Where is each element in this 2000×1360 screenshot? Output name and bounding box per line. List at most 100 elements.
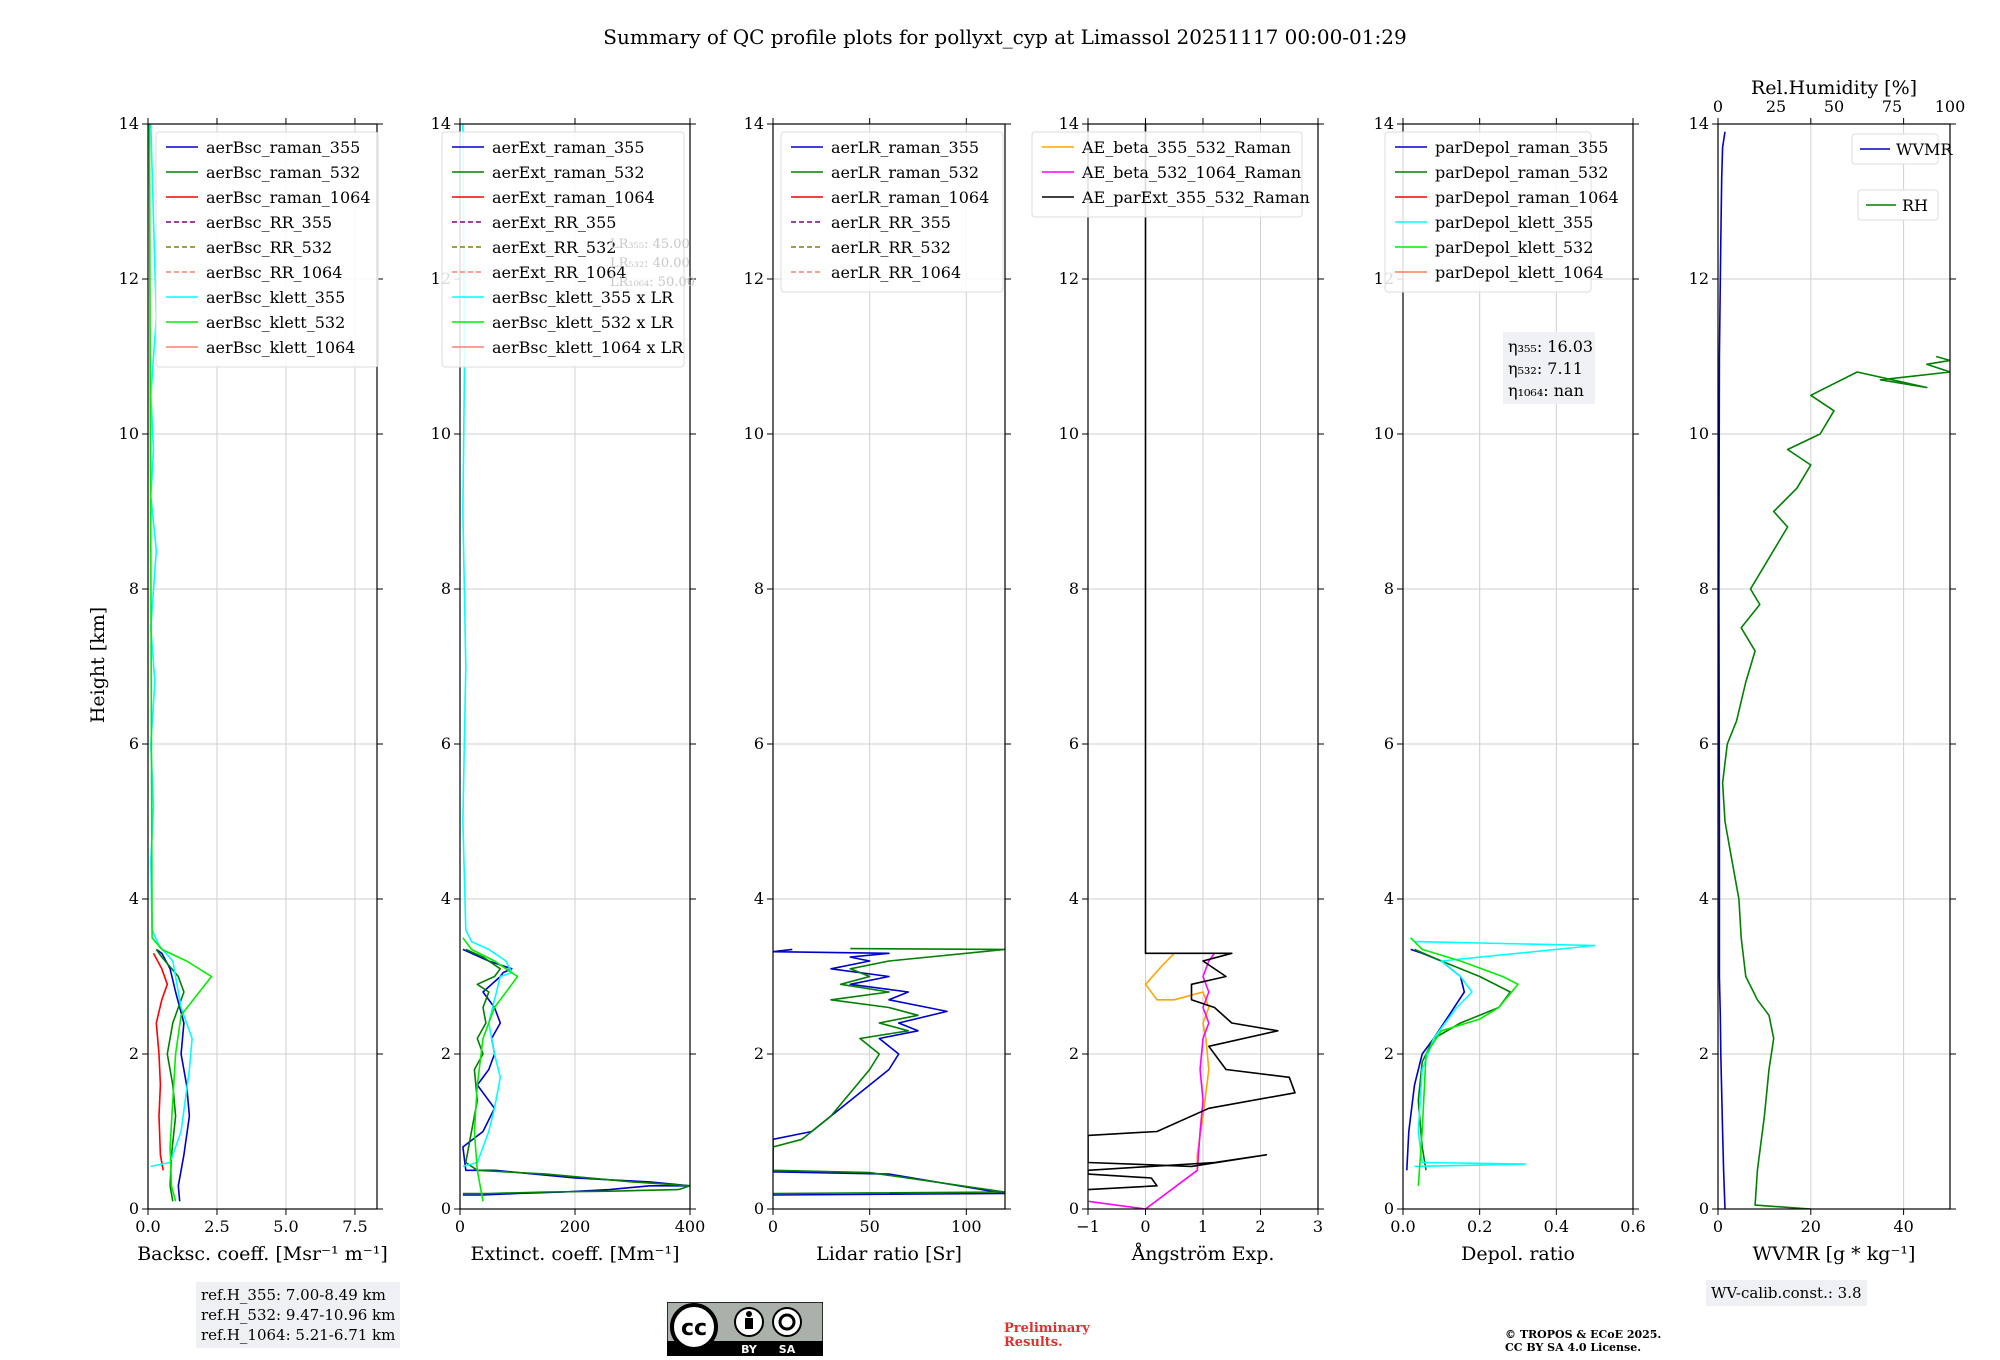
legend-label: aerBsc_klett_355 [206, 288, 345, 307]
legend-label: parDepol_raman_1064 [1435, 188, 1619, 207]
x-axis-label: Extinct. coeff. [Mm⁻¹] [470, 1243, 679, 1265]
y-tick-label: 0 [1069, 1199, 1079, 1218]
y-tick-label: 14 [1059, 114, 1079, 133]
legend-label: AE_beta_355_532_Raman [1081, 138, 1291, 157]
eta-box [1503, 332, 1595, 404]
y-tick-label: 8 [1699, 579, 1709, 598]
y-tick-label: 6 [129, 734, 139, 753]
y-tick-label: 4 [1699, 889, 1709, 908]
panel-1: 0 2 4 6 8 10 12 14 0.0 2.5 5.0 7.5 Backsc. coeff. [M… [119, 114, 388, 1265]
figure-title: Summary of QC profile plots for pollyxt_… [603, 25, 1406, 49]
y-tick-label: 12 [744, 269, 764, 288]
legend-label: aerBsc_klett_532 [206, 313, 345, 332]
legend-label: parDepol_klett_1064 [1435, 263, 1604, 282]
copyright-note: © TROPOS & ECoE 2025. CC BY SA 4.0 Licen… [1505, 1328, 1661, 1354]
y-tick-label: 4 [1069, 889, 1079, 908]
legend-label: aerLR_raman_1064 [831, 188, 989, 207]
x-tick-label: 0 [455, 1217, 465, 1236]
legend-label: aerExt_RR_532 [492, 238, 616, 257]
y-tick-label: 6 [1699, 734, 1709, 753]
y-tick-label: 0 [1699, 1199, 1709, 1218]
series-line [1410, 937, 1519, 1186]
legend: AE_beta_355_532_Raman AE_beta_532_1064_Ra… [1031, 131, 1310, 218]
legend-label: aerLR_raman_532 [831, 163, 979, 182]
series-group [1088, 124, 1296, 1209]
y-axis-label: Height [km] [87, 607, 109, 723]
cc-license-logo: cc BY SA [667, 1302, 823, 1356]
legend-label: aerLR_RR_1064 [831, 263, 961, 282]
x-axis-label: Lidar ratio [Sr] [816, 1243, 962, 1265]
y-tick-label: 2 [1384, 1044, 1394, 1063]
ref-height-355: ref.H_355: 7.00-8.49 km [201, 1286, 386, 1304]
x-axis-label: WVMR [g * kg⁻¹] [1753, 1243, 1916, 1265]
legend-box [1384, 131, 1592, 293]
y-tick-label: 0 [1384, 1199, 1394, 1218]
by-person-icon [746, 1311, 752, 1317]
y-tick-label: 6 [754, 734, 764, 753]
y-tick-label: 14 [1689, 114, 1709, 133]
y-tick-label: 4 [441, 889, 451, 908]
legend-label: aerBsc_klett_532 x LR [492, 313, 674, 332]
legend-label: parDepol_klett_355 [1435, 213, 1593, 232]
x-tick-label: 200 [560, 1217, 591, 1236]
legend-label: aerBsc_raman_355 [206, 138, 360, 157]
x2-tick-label: 0 [1713, 97, 1723, 116]
preliminary-note: Preliminary Results. [1004, 1322, 1090, 1350]
eta-label: η₅₃₂: 7.11 [1508, 359, 1583, 378]
legend: WVMR RH [1851, 133, 1953, 221]
series-line [152, 952, 169, 1171]
x2-tick-label: 50 [1824, 97, 1844, 116]
x-tick-label: 2.5 [204, 1217, 229, 1236]
y-tick-label: 10 [1689, 424, 1709, 443]
series-line [1088, 952, 1216, 1209]
preliminary-line-1: Preliminary [1004, 1321, 1090, 1336]
y-tick-label: 10 [1374, 424, 1394, 443]
legend-label: RH [1902, 196, 1928, 215]
y-tick-label: 10 [744, 424, 764, 443]
axes-frame [147, 123, 378, 1210]
series-group [1718, 131, 1950, 1209]
cc-logo-text: cc [681, 1316, 707, 1341]
legend-label: aerLR_RR_532 [831, 238, 951, 257]
y-tick-label: 6 [1384, 734, 1394, 753]
x-tick-label: 0 [1713, 1217, 1723, 1236]
x-tick-label: 1 [1198, 1217, 1208, 1236]
legend-box [1851, 133, 1939, 165]
series-line [1088, 124, 1296, 1191]
series-line [773, 947, 1005, 1195]
y-tick-label: 12 [1689, 269, 1709, 288]
y-tick-label: 10 [1059, 424, 1079, 443]
x-tick-label: 0.6 [1620, 1217, 1645, 1236]
y-tick-label: 8 [129, 579, 139, 598]
y-tick-label: 10 [431, 424, 451, 443]
copyright-line-2: CC BY SA 4.0 License. [1505, 1341, 1642, 1354]
legend-label: aerBsc_klett_355 x LR [492, 288, 674, 307]
lr-note: LR₃₅₅: 45.00 [610, 237, 690, 252]
ref-height-532: ref.H_532: 9.47-10.96 km [201, 1306, 396, 1324]
x-tick-label: 2 [1255, 1217, 1265, 1236]
series-group [1406, 937, 1596, 1186]
x-tick-label: 3 [1313, 1217, 1323, 1236]
series-group [462, 124, 690, 1202]
legend-label: aerBsc_klett_1064 [206, 338, 355, 357]
legend: aerBsc_raman_355 aerBsc_raman_532 aerBsc_r… [155, 131, 379, 368]
y-tick-label: 8 [441, 579, 451, 598]
y-tick-label: 8 [1384, 579, 1394, 598]
x-tick-label: 50 [859, 1217, 879, 1236]
legend-box [1031, 131, 1303, 218]
series-line [1414, 940, 1596, 1168]
series-line [1718, 131, 1726, 1209]
axes-frame [1717, 123, 1951, 1210]
y-tick-label: 14 [744, 114, 764, 133]
x2-axis-label: Rel.Humidity [%] [1751, 77, 1917, 99]
axes-frame [772, 123, 1006, 1210]
x-axis-label: Ångström Exp. [1131, 1243, 1275, 1265]
ref-height-1064: ref.H_1064: 5.21-6.71 km [201, 1326, 396, 1344]
x-tick-label: 0.0 [1390, 1217, 1415, 1236]
axes-frame [1402, 123, 1634, 1210]
legend-label: aerBsc_raman_1064 [206, 188, 371, 207]
y-tick-label: 6 [441, 734, 451, 753]
